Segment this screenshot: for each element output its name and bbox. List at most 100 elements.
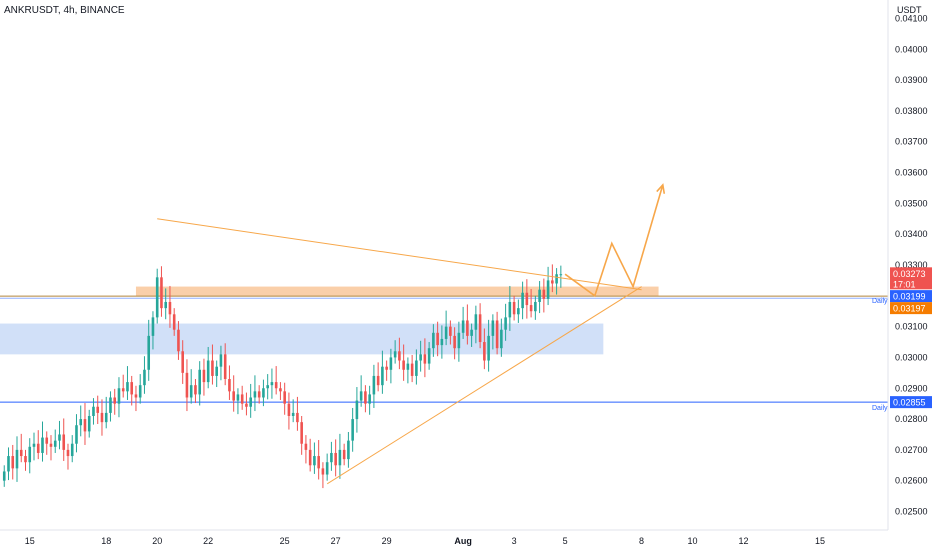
x-tick-label: 8	[639, 536, 644, 546]
candle-body	[342, 449, 346, 460]
candle-body	[402, 360, 405, 370]
candle-body	[461, 320, 465, 333]
daily-level-tag-2: 0.03197	[893, 304, 926, 314]
candle-body	[45, 437, 49, 444]
candle-body	[189, 385, 193, 398]
candle-body	[313, 456, 316, 466]
candle-body	[283, 391, 286, 404]
y-tick-label: 0.02600	[895, 476, 928, 486]
candle-body	[147, 335, 151, 370]
candle-body	[198, 369, 201, 395]
x-tick-label: 25	[280, 536, 290, 546]
candle-body	[262, 388, 265, 398]
candle-body	[215, 366, 218, 376]
candle-body	[308, 449, 312, 466]
candle-body	[257, 391, 261, 398]
candle-body	[423, 354, 427, 364]
y-tick-label: 0.02700	[895, 445, 928, 455]
candle-body	[487, 335, 490, 361]
candle-body	[325, 462, 329, 475]
candle-body	[466, 320, 469, 336]
candle-body	[300, 422, 303, 444]
candle-body	[355, 400, 359, 420]
candle-body	[385, 366, 388, 370]
candle-body	[304, 443, 308, 450]
y-tick-label: 0.03100	[895, 322, 928, 332]
candle-body	[512, 301, 516, 315]
y-tick-label: 0.03400	[895, 229, 928, 239]
x-tick-label: 20	[152, 536, 162, 546]
candle-body	[113, 397, 117, 404]
resistance-zone	[135, 286, 659, 296]
candle-body	[432, 332, 435, 349]
candle-body	[517, 308, 520, 315]
y-tick-label: 0.03900	[895, 75, 928, 85]
candle-body	[478, 314, 482, 343]
candle-body	[160, 277, 163, 309]
candle-body	[427, 348, 431, 364]
candle-body	[495, 320, 499, 349]
y-tick-label: 0.03700	[895, 137, 928, 147]
candle-body	[449, 326, 452, 336]
candle-body	[228, 379, 231, 392]
projection-arrowhead	[656, 183, 666, 194]
candle-body	[15, 449, 19, 469]
y-tick-label: 0.02900	[895, 383, 928, 393]
projection-path	[564, 184, 664, 298]
candle-body	[270, 382, 274, 386]
candle-body	[470, 329, 473, 336]
candle-body	[62, 434, 66, 450]
candle-body	[211, 360, 214, 376]
candle-body	[232, 391, 235, 401]
candle-body	[457, 332, 461, 349]
candle-body	[347, 440, 350, 460]
x-tick-label: 22	[203, 536, 213, 546]
candle-body	[508, 301, 512, 318]
candle-body	[317, 456, 320, 469]
candle-body	[7, 456, 10, 472]
candle-body	[202, 369, 206, 383]
candle-body	[555, 274, 558, 284]
candle-body	[177, 329, 180, 352]
candle-body	[372, 375, 376, 395]
x-tick-label: 15	[25, 536, 35, 546]
y-tick-label: 0.03300	[895, 260, 928, 270]
candle-body	[181, 351, 184, 373]
candle-body	[542, 289, 546, 299]
candle-body	[279, 388, 282, 392]
y-tick-label: 0.02500	[895, 507, 928, 517]
candle-body	[436, 332, 439, 346]
candle-body	[19, 449, 23, 457]
candle-body	[219, 354, 223, 367]
x-tick-label: 12	[739, 536, 749, 546]
candle-body	[483, 342, 486, 361]
x-tick-label: 29	[382, 536, 392, 546]
candle-body	[49, 443, 53, 447]
candle-body	[368, 394, 371, 404]
candle-body	[415, 360, 418, 376]
candle-body	[321, 468, 325, 475]
candle-body	[134, 394, 138, 398]
symbol-title: ANKRUSDT, 4h, BINANCE	[4, 5, 125, 16]
daily-low-tag: 0.02855	[893, 398, 926, 408]
candle-body	[529, 305, 533, 312]
candle-body	[359, 391, 363, 401]
candle-body	[168, 301, 172, 315]
candle-body	[364, 391, 367, 404]
countdown-timer: 17:01	[893, 279, 916, 289]
candle-body	[521, 292, 524, 309]
candle-body	[245, 403, 248, 407]
candle-body	[334, 452, 337, 466]
candle-body	[296, 412, 299, 423]
candle-body	[440, 338, 444, 346]
x-tick-label: 15	[815, 536, 825, 546]
candle-body	[70, 443, 74, 457]
candle-body	[75, 425, 78, 444]
candle-body	[104, 412, 108, 423]
x-tick-label: 27	[331, 536, 341, 546]
candle-body	[287, 403, 291, 416]
candle-body	[58, 434, 61, 441]
candle-body	[381, 366, 384, 386]
candle-body	[92, 406, 95, 416]
